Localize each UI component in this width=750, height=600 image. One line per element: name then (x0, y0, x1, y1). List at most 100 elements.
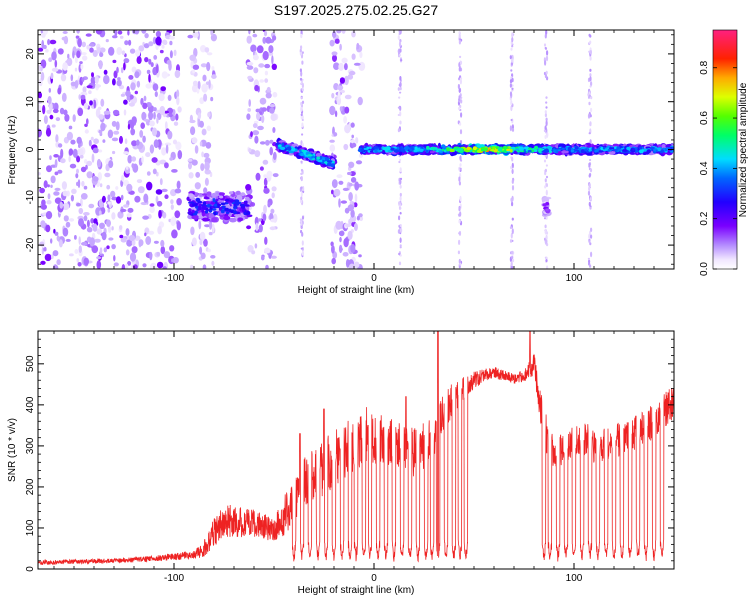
heatmap-blob (81, 180, 85, 187)
heatmap-blob (301, 100, 305, 105)
heatmap-blob (300, 172, 303, 176)
heatmap-blob (47, 96, 52, 105)
heatmap-blob (393, 149, 399, 153)
heatmap-blob (349, 70, 356, 76)
heatmap-blob (299, 51, 302, 56)
heatmap-blob (174, 210, 181, 219)
heatmap-blob (211, 217, 218, 223)
heatmap-blob (126, 96, 131, 101)
heatmap-blob (366, 146, 370, 150)
heatmap-blob (543, 159, 547, 163)
heatmap-blob (76, 156, 81, 163)
heatmap-blob (75, 173, 79, 179)
heatmap-blob (245, 184, 252, 191)
heatmap-blob (40, 71, 45, 81)
heatmap-blob (54, 187, 61, 191)
heatmap-blob (509, 55, 512, 60)
heatmap-blob (300, 220, 303, 226)
heatmap-blob (377, 150, 382, 153)
heatmap-blob (71, 188, 77, 194)
heatmap-blob (211, 74, 217, 79)
heatmap-blob (100, 122, 106, 132)
heatmap-blob (608, 150, 616, 155)
heatmap-blob (544, 135, 547, 139)
heatmap-blob (399, 76, 402, 81)
heatmap-blob (355, 160, 363, 165)
heatmap-blob (98, 149, 103, 153)
heatmap-blob (511, 45, 514, 48)
heatmap-blob (266, 86, 271, 93)
heatmap-blob (100, 98, 105, 107)
heatmap-blob (149, 120, 155, 127)
x-tick-label: 0 (371, 573, 377, 584)
heatmap-blob (246, 61, 254, 66)
heatmap-blob (145, 83, 153, 89)
heatmap-blob (590, 107, 593, 113)
figure-title: S197.2025.275.02.25.G27 (274, 2, 438, 18)
heatmap-blob (111, 244, 116, 250)
heatmap-blob (264, 70, 268, 76)
x-tick-label: -100 (164, 573, 184, 584)
heatmap-blob (545, 120, 548, 127)
heatmap-blob (150, 62, 154, 68)
heatmap-blob (331, 92, 335, 99)
heatmap-blob (221, 205, 226, 208)
heatmap-blob (301, 60, 304, 65)
heatmap-blob (51, 67, 59, 72)
heatmap-blob (50, 175, 56, 184)
heatmap-blob (250, 44, 257, 53)
heatmap-blob (509, 79, 513, 84)
heatmap-blob (544, 148, 549, 153)
heatmap-blob (152, 83, 159, 91)
heatmap-blob (589, 121, 592, 126)
heatmap-blob (344, 94, 352, 100)
heatmap-blob (54, 231, 59, 236)
heatmap-blob (589, 56, 592, 61)
heatmap-blob (138, 45, 145, 52)
heatmap-blob (52, 108, 59, 114)
heatmap-blob (548, 149, 553, 154)
heatmap-blob (96, 158, 102, 168)
heatmap-blob (92, 50, 98, 57)
heatmap-blob (255, 172, 261, 181)
heatmap-blob (161, 147, 167, 156)
heatmap-blob (272, 173, 279, 178)
heatmap-blob (53, 228, 56, 234)
heatmap-blob (119, 225, 123, 230)
heatmap-blob (129, 121, 135, 130)
heatmap-blob (153, 107, 157, 112)
heatmap-blob (546, 50, 549, 56)
heatmap-blob (84, 129, 89, 134)
heatmap-blob (338, 180, 344, 185)
heatmap-blob (495, 146, 499, 150)
heatmap-blob (263, 174, 267, 178)
heatmap-blob (198, 203, 203, 207)
heatmap-blob (176, 89, 180, 98)
heatmap-blob (201, 193, 208, 196)
heatmap-blob (589, 85, 592, 88)
heatmap-blob (301, 82, 304, 89)
heatmap-blob (78, 218, 84, 227)
heatmap-blob (169, 245, 175, 252)
heatmap-blob (86, 118, 89, 125)
heatmap-blob (43, 115, 48, 125)
heatmap-blob (509, 226, 513, 230)
heatmap-blob (115, 196, 122, 204)
heatmap-blob (351, 142, 357, 148)
heatmap-blob (119, 135, 123, 144)
heatmap-blob (301, 51, 304, 54)
heatmap-blob (76, 168, 79, 174)
heatmap-blob (153, 111, 156, 120)
heatmap-blob (198, 220, 202, 230)
heatmap-blob (399, 179, 402, 185)
heatmap-blob (300, 176, 303, 182)
heatmap-blob (350, 243, 356, 253)
heatmap-blob (137, 186, 145, 194)
heatmap-blob (334, 38, 340, 44)
heatmap-blob (82, 86, 87, 94)
heatmap-blob (331, 189, 334, 195)
heatmap-blob (77, 148, 84, 156)
heatmap-blob (171, 169, 178, 173)
heatmap-blob (171, 229, 178, 239)
heatmap-blob (339, 236, 342, 243)
